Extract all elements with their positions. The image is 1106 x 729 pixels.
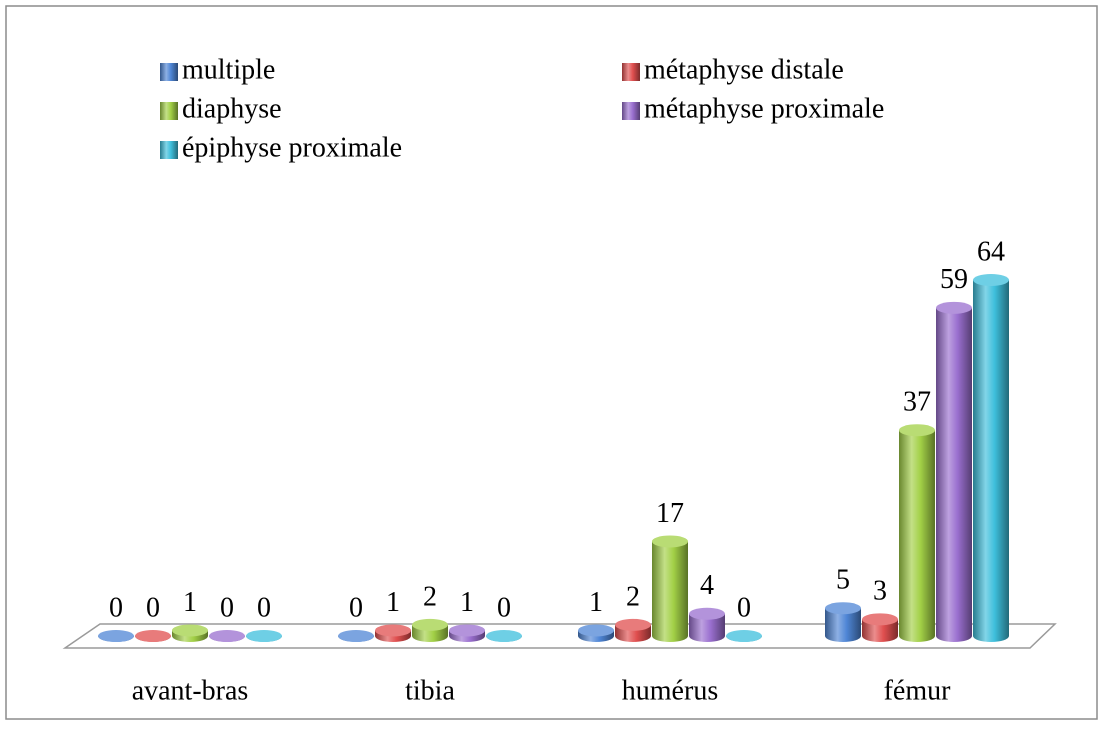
bar-top — [973, 274, 1009, 286]
bar-top — [209, 630, 245, 642]
data-label: 0 — [497, 592, 511, 623]
bar — [936, 307, 972, 642]
data-label: 4 — [700, 570, 714, 601]
bar-top — [412, 618, 448, 631]
bar-top — [375, 624, 411, 637]
bar-top — [98, 630, 134, 642]
data-label: 1 — [386, 587, 400, 618]
bar-top — [615, 618, 651, 631]
bar — [652, 541, 688, 642]
data-label: 0 — [109, 592, 123, 623]
legend-label: épiphyse proximale — [182, 132, 402, 163]
bar-top — [246, 630, 282, 642]
legend-swatch — [622, 102, 640, 120]
bar-top — [172, 624, 208, 637]
bar-top — [578, 624, 614, 637]
x-tick-label: tibia — [405, 675, 455, 706]
x-tick-label: fémur — [884, 675, 952, 706]
bar-top — [689, 607, 725, 620]
data-label: 3 — [873, 576, 887, 607]
data-label: 0 — [349, 592, 363, 623]
data-label: 2 — [423, 581, 437, 612]
data-label: 1 — [183, 587, 197, 618]
data-label: 0 — [737, 592, 751, 623]
data-label: 0 — [146, 592, 160, 623]
data-label: 2 — [626, 581, 640, 612]
bar-top — [899, 424, 935, 437]
data-label: 1 — [589, 587, 603, 618]
data-label: 59 — [940, 264, 968, 295]
bar-top — [936, 301, 972, 314]
data-label: 37 — [903, 387, 931, 418]
floor — [62, 623, 1057, 649]
legend-label: métaphyse proximale — [644, 93, 884, 124]
bar-top — [135, 630, 171, 642]
legend-label: diaphyse — [182, 93, 282, 124]
bar-top — [338, 630, 374, 642]
bar — [825, 608, 861, 642]
data-label: 0 — [257, 592, 271, 623]
legend-swatch — [160, 141, 178, 159]
bar — [973, 280, 1009, 642]
data-label: 64 — [977, 236, 1005, 267]
bar-top — [449, 624, 485, 637]
legend-label: métaphyse distale — [644, 54, 844, 85]
bar — [899, 430, 935, 642]
bar — [862, 619, 898, 642]
data-label: 0 — [220, 592, 234, 623]
bar-top — [486, 630, 522, 642]
x-tick-label: avant-bras — [132, 675, 249, 706]
data-label: 1 — [460, 587, 474, 618]
bar-top — [862, 613, 898, 626]
legend-swatch — [160, 63, 178, 81]
legend-swatch — [622, 63, 640, 81]
data-label: 17 — [656, 498, 684, 529]
bar — [689, 613, 725, 642]
bar-top — [652, 535, 688, 548]
x-tick-label: humérus — [622, 675, 718, 706]
bar-top — [825, 602, 861, 615]
legend-swatch — [160, 102, 178, 120]
data-label: 5 — [836, 565, 850, 596]
bar-top — [726, 630, 762, 642]
legend-label: multiple — [182, 54, 275, 85]
